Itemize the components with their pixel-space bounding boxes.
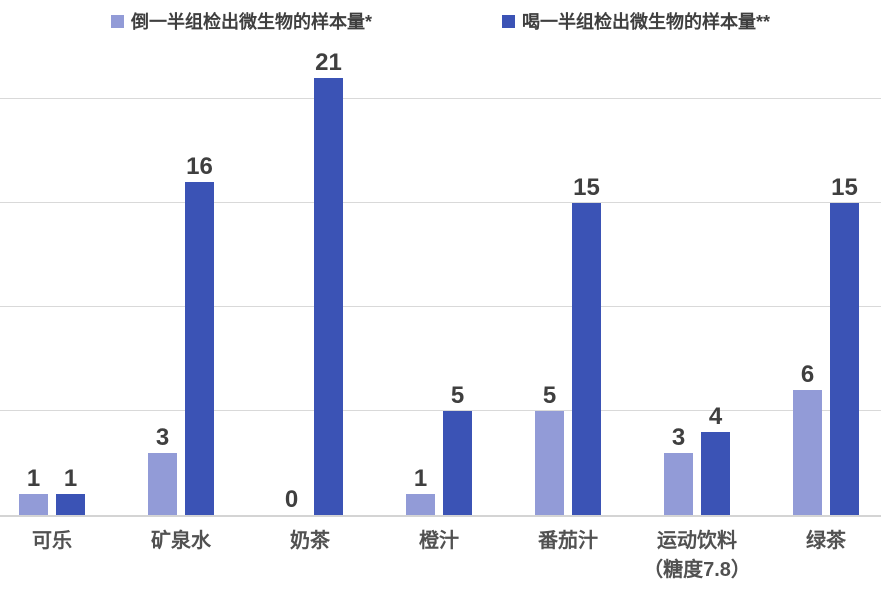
bar-series-2: 16 [185, 155, 214, 515]
bar-value-label: 3 [671, 423, 686, 451]
legend-swatch-drink-half-icon [502, 14, 515, 28]
bar-group: 0 21 [277, 51, 343, 515]
bar-group: 5 15 [535, 176, 601, 515]
bar-series-2: 4 [701, 404, 730, 515]
x-axis-label: 矿泉水 [151, 530, 211, 552]
legend-item-pour-half: 倒一半组检出微生物的样本量* [110, 8, 372, 34]
gridline-5 [0, 410, 881, 411]
x-axis-label: 运动饮料 （糖度7.8） [643, 530, 751, 581]
legend-label-drink-half: 喝一半组检出微生物的样本量** [522, 12, 771, 32]
bar-series-2: 1 [56, 467, 85, 515]
bar-value-label: 3 [155, 423, 170, 451]
bar-value-label: 1 [413, 465, 428, 493]
bar-series-2: 15 [572, 176, 601, 515]
legend-item-drink-half: 喝一半组检出微生物的样本量** [502, 8, 770, 34]
bar-series-1: 1 [19, 467, 48, 515]
x-axis-label: 奶茶 [290, 530, 330, 552]
bar-series-2: 5 [443, 384, 472, 515]
bar-value-label: 6 [800, 361, 815, 389]
bar-value-label: 16 [186, 153, 213, 181]
x-axis-label: 番茄汁 [538, 530, 598, 552]
bar-group: 6 15 [793, 176, 859, 515]
bar-group: 3 16 [148, 155, 214, 515]
bar-value-label: 21 [315, 49, 342, 77]
legend-swatch-pour-half-icon [110, 14, 124, 28]
bar-value-label: 5 [542, 382, 557, 409]
bar-series-2: 21 [314, 51, 343, 515]
bar-series-1: 5 [535, 384, 564, 515]
x-axis-labels: 可乐 矿泉水 奶茶 橙汁 番茄汁 运动饮料 （糖度7.8） 绿茶 [0, 527, 881, 587]
x-axis-label: 可乐 [32, 530, 72, 552]
bar-series-1: 1 [406, 467, 435, 515]
gridline-15 [0, 202, 881, 203]
bar-value-label: 0 [284, 486, 299, 513]
bar-value-label: 4 [708, 402, 723, 430]
gridline-20 [0, 98, 881, 99]
x-axis-label: 绿茶 [806, 530, 846, 552]
bar-value-label: 15 [831, 174, 858, 201]
legend-label-pour-half: 倒一半组检出微生物的样本量* [130, 12, 372, 32]
bar-series-2: 15 [830, 176, 859, 515]
bar-value-label: 5 [450, 382, 465, 409]
x-axis-label: 橙汁 [419, 530, 459, 552]
bar-value-label: 1 [26, 465, 41, 493]
gridline-10 [0, 306, 881, 307]
bar-series-1: 6 [793, 363, 822, 515]
legend: 倒一半组检出微生物的样本量* 喝一半组检出微生物的样本量** [0, 8, 881, 34]
plot-area: 1 1 3 16 0 21 1 5 5 15 3 4 6 15 [0, 51, 881, 517]
bar-value-label: 1 [63, 465, 78, 493]
bar-series-1: 3 [148, 425, 177, 515]
bar-series-1: 3 [664, 425, 693, 515]
bar-value-label: 15 [573, 174, 600, 201]
